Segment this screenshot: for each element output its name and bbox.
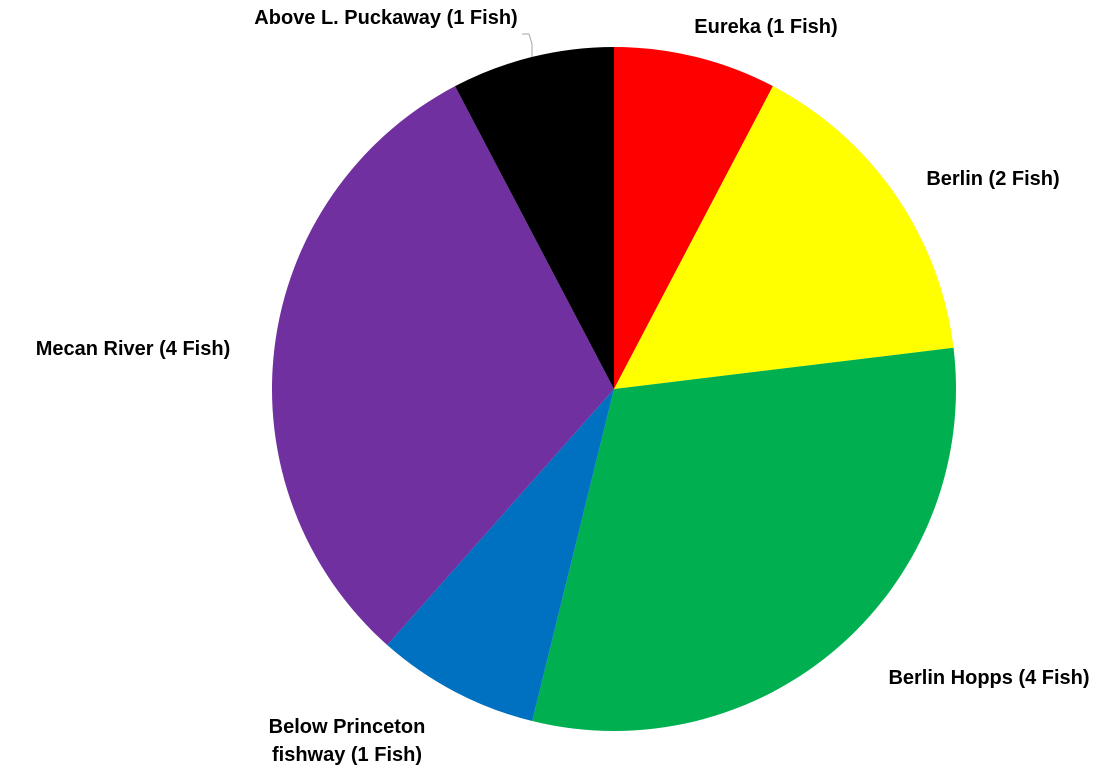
slice-label-4-line-1: Below Princeton bbox=[269, 716, 426, 738]
pie-slice-4 bbox=[387, 389, 614, 722]
slice-label-4: Below Princeton fishway (1 Fish) bbox=[269, 716, 426, 766]
slice-label-1: Eureka (1 Fish) bbox=[694, 16, 837, 38]
slices-layer bbox=[271, 47, 957, 731]
pie-slice-2 bbox=[614, 86, 954, 390]
pie-slice-1 bbox=[614, 47, 773, 389]
slice-label-5: Mecan River (4 Fish) bbox=[36, 338, 231, 360]
pie-slice-5 bbox=[271, 86, 614, 645]
leader-line-6 bbox=[522, 33, 533, 57]
pie-slice-3 bbox=[532, 347, 957, 731]
leader-lines-layer bbox=[522, 33, 533, 57]
pie-slice-6 bbox=[455, 47, 614, 389]
slice-label-3: Berlin Hopps (4 Fish) bbox=[888, 667, 1089, 689]
slice-label-2: Berlin (2 Fish) bbox=[926, 168, 1059, 190]
slice-label-4-line-2: fishway (1 Fish) bbox=[272, 744, 422, 766]
data-labels-layer: Eureka (1 Fish) Berlin (2 Fish) Berlin Hop… bbox=[36, 7, 1090, 766]
slice-label-6: Above L. Puckaway (1 Fish) bbox=[254, 7, 517, 29]
